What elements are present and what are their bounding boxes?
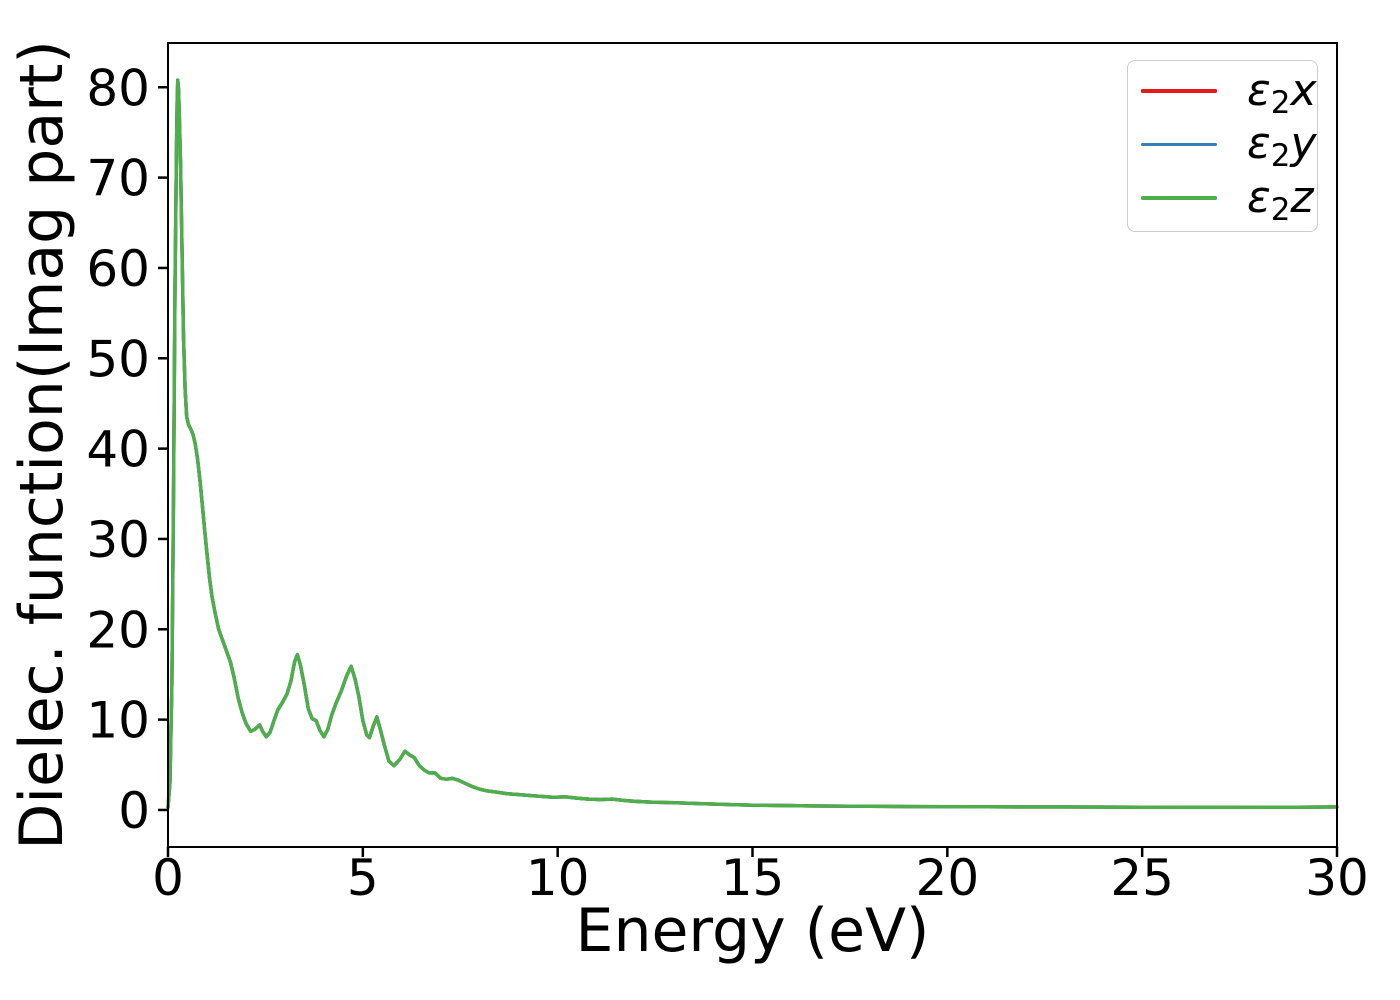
y-tick-label: 20 [86, 601, 150, 659]
legend-label: ε2y [1247, 118, 1317, 174]
x-axis-label: Energy (eV) [575, 896, 930, 966]
plot-frame [167, 42, 1338, 848]
y-tick-label: 80 [86, 59, 150, 117]
y-axis-label: Dielec. function(Imag part) [7, 40, 77, 850]
y-tick-label: 70 [86, 150, 150, 208]
x-tick-label: 30 [1305, 849, 1369, 907]
series-line-z [166, 78, 1339, 810]
x-tick-label: 10 [526, 849, 590, 907]
legend-item-y: ε2y [1128, 118, 1317, 172]
x-tick-label: 15 [721, 849, 785, 907]
legend-item-z: ε2z [1128, 171, 1317, 225]
x-tick-label: 0 [152, 849, 184, 907]
x-tick-label: 5 [347, 849, 379, 907]
x-tick-label: 20 [916, 849, 980, 907]
y-tick-label: 50 [86, 330, 150, 388]
legend-line-swatch [1141, 142, 1217, 146]
legend: ε2x ε2y ε2z [1127, 60, 1318, 232]
y-tick-label: 60 [86, 240, 150, 298]
y-tick-label: 10 [86, 692, 150, 750]
legend-line-swatch [1141, 196, 1217, 200]
legend-label: ε2x [1247, 64, 1317, 121]
y-tick-label: 0 [118, 782, 150, 840]
y-tick-label: 40 [86, 421, 150, 479]
legend-label: ε2z [1247, 171, 1314, 228]
x-tick-label: 25 [1110, 849, 1174, 907]
legend-line-swatch [1141, 89, 1217, 93]
y-tick-label: 30 [86, 511, 150, 569]
legend-item-x: ε2x [1128, 64, 1317, 118]
